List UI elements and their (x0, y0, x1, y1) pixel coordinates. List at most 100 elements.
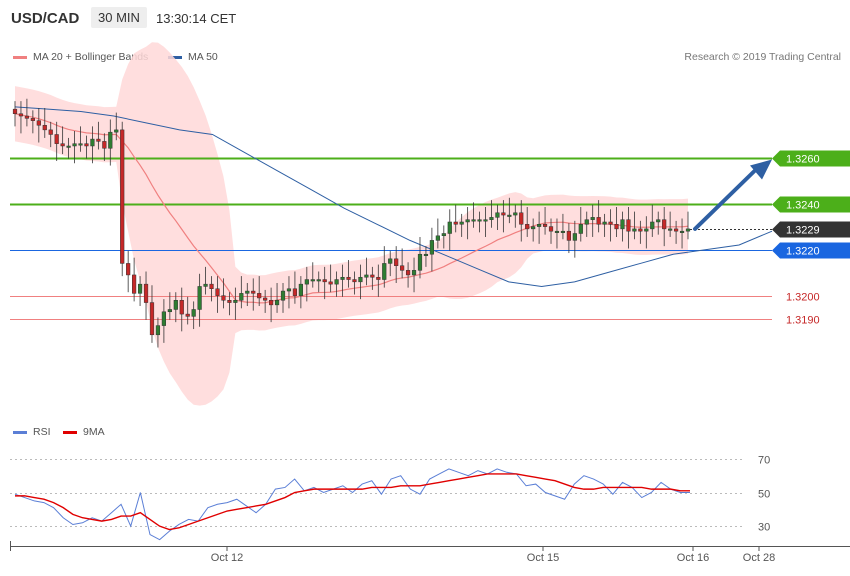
candle (108, 119, 113, 166)
candle-body (388, 258, 393, 264)
candle-body (465, 219, 470, 223)
candle (137, 276, 143, 307)
candle (280, 282, 286, 313)
candle-body (215, 288, 220, 296)
candle-body (614, 224, 619, 230)
candle (233, 287, 238, 320)
candle (596, 200, 601, 233)
price-level-text: 1.3260 (786, 154, 820, 166)
forecast-arrow-shaft (693, 167, 758, 231)
candle (298, 276, 303, 309)
legend-swatch-rsi (13, 431, 27, 434)
candle (453, 204, 458, 233)
candle-body (531, 226, 536, 230)
candle-body (668, 228, 673, 231)
candle (292, 271, 298, 304)
ma50-line (14, 106, 773, 287)
timeframe-selector[interactable]: 30 MIN (91, 7, 147, 28)
candle-body (221, 295, 226, 301)
candle-body (90, 138, 95, 147)
candle-body (12, 108, 18, 115)
legend-label-bollinger: MA 20 + Bollinger Bands (33, 51, 149, 63)
candle-body (602, 221, 607, 225)
candle-body (525, 224, 530, 230)
candle-body (48, 129, 53, 135)
candle-body (489, 217, 494, 220)
candle (251, 278, 256, 311)
candle (191, 301, 196, 330)
price-level-label: 1.3200 (786, 292, 820, 304)
price-level-label: 1.3220 (772, 242, 850, 259)
candle-body (316, 279, 321, 282)
candle-body (280, 290, 286, 301)
price-level-label: 1.3190 (786, 315, 820, 327)
candle-body (251, 290, 256, 294)
candle-body (441, 233, 446, 237)
price-level-label: 1.3240 (772, 196, 850, 213)
candle-body (584, 219, 589, 225)
candle (221, 278, 226, 309)
candle (48, 121, 53, 148)
candle (66, 137, 71, 159)
candle (394, 246, 399, 283)
candle (185, 296, 190, 325)
legend-label-ma50: MA 50 (188, 51, 218, 63)
candle-body (632, 228, 637, 232)
candle (328, 264, 333, 293)
candle (542, 207, 548, 235)
candle-body (554, 230, 560, 233)
candle (411, 257, 417, 293)
candle-body (197, 286, 202, 310)
candle (143, 271, 149, 320)
candle-body (537, 224, 542, 227)
candle (149, 285, 155, 343)
candle (316, 271, 321, 293)
candle-body (566, 230, 571, 241)
chart-header: USD/CAD 30 MIN 13:30:14 CET (0, 0, 850, 38)
candle-body (114, 129, 119, 133)
candle (227, 292, 232, 316)
candle-body (18, 113, 24, 117)
candle (352, 271, 357, 295)
candle-body (638, 228, 643, 232)
candle (173, 292, 178, 323)
candle (477, 211, 482, 233)
candle-body (400, 265, 405, 271)
candle-body (143, 283, 149, 303)
price-level-tag (772, 150, 850, 167)
rsi-9ma-line (15, 473, 690, 531)
candle-body (590, 217, 595, 220)
clock-readout: 13:30:14 CET (156, 11, 237, 26)
candle (197, 273, 202, 327)
candle (656, 211, 661, 235)
x-tick-label: Oct 12 (211, 552, 243, 564)
candle-body (36, 120, 41, 126)
candle-body (340, 276, 345, 280)
price-level-tag (772, 242, 850, 259)
candle-body (620, 219, 625, 230)
forecast-arrow-head (750, 159, 772, 180)
candle-body (578, 224, 583, 234)
candle-body (471, 219, 476, 222)
legend-swatch-9ma (63, 431, 77, 434)
candle-body (513, 212, 518, 216)
candle (322, 266, 327, 300)
candle (400, 248, 405, 279)
candle-body (560, 230, 566, 233)
candle (441, 225, 446, 249)
candle (72, 131, 77, 164)
candle (102, 133, 107, 161)
candle-body (161, 311, 166, 326)
candle-body (370, 274, 375, 278)
candle (78, 126, 83, 152)
candle-body (179, 300, 184, 315)
legend-swatch-ma50 (168, 56, 182, 59)
candle-body (108, 131, 113, 149)
ma20-line (14, 113, 689, 304)
candle-body (507, 214, 512, 217)
candle (382, 246, 387, 288)
forecast-arrow (693, 159, 772, 231)
candle-body (364, 274, 369, 278)
candle (54, 121, 59, 161)
candle (501, 200, 506, 233)
